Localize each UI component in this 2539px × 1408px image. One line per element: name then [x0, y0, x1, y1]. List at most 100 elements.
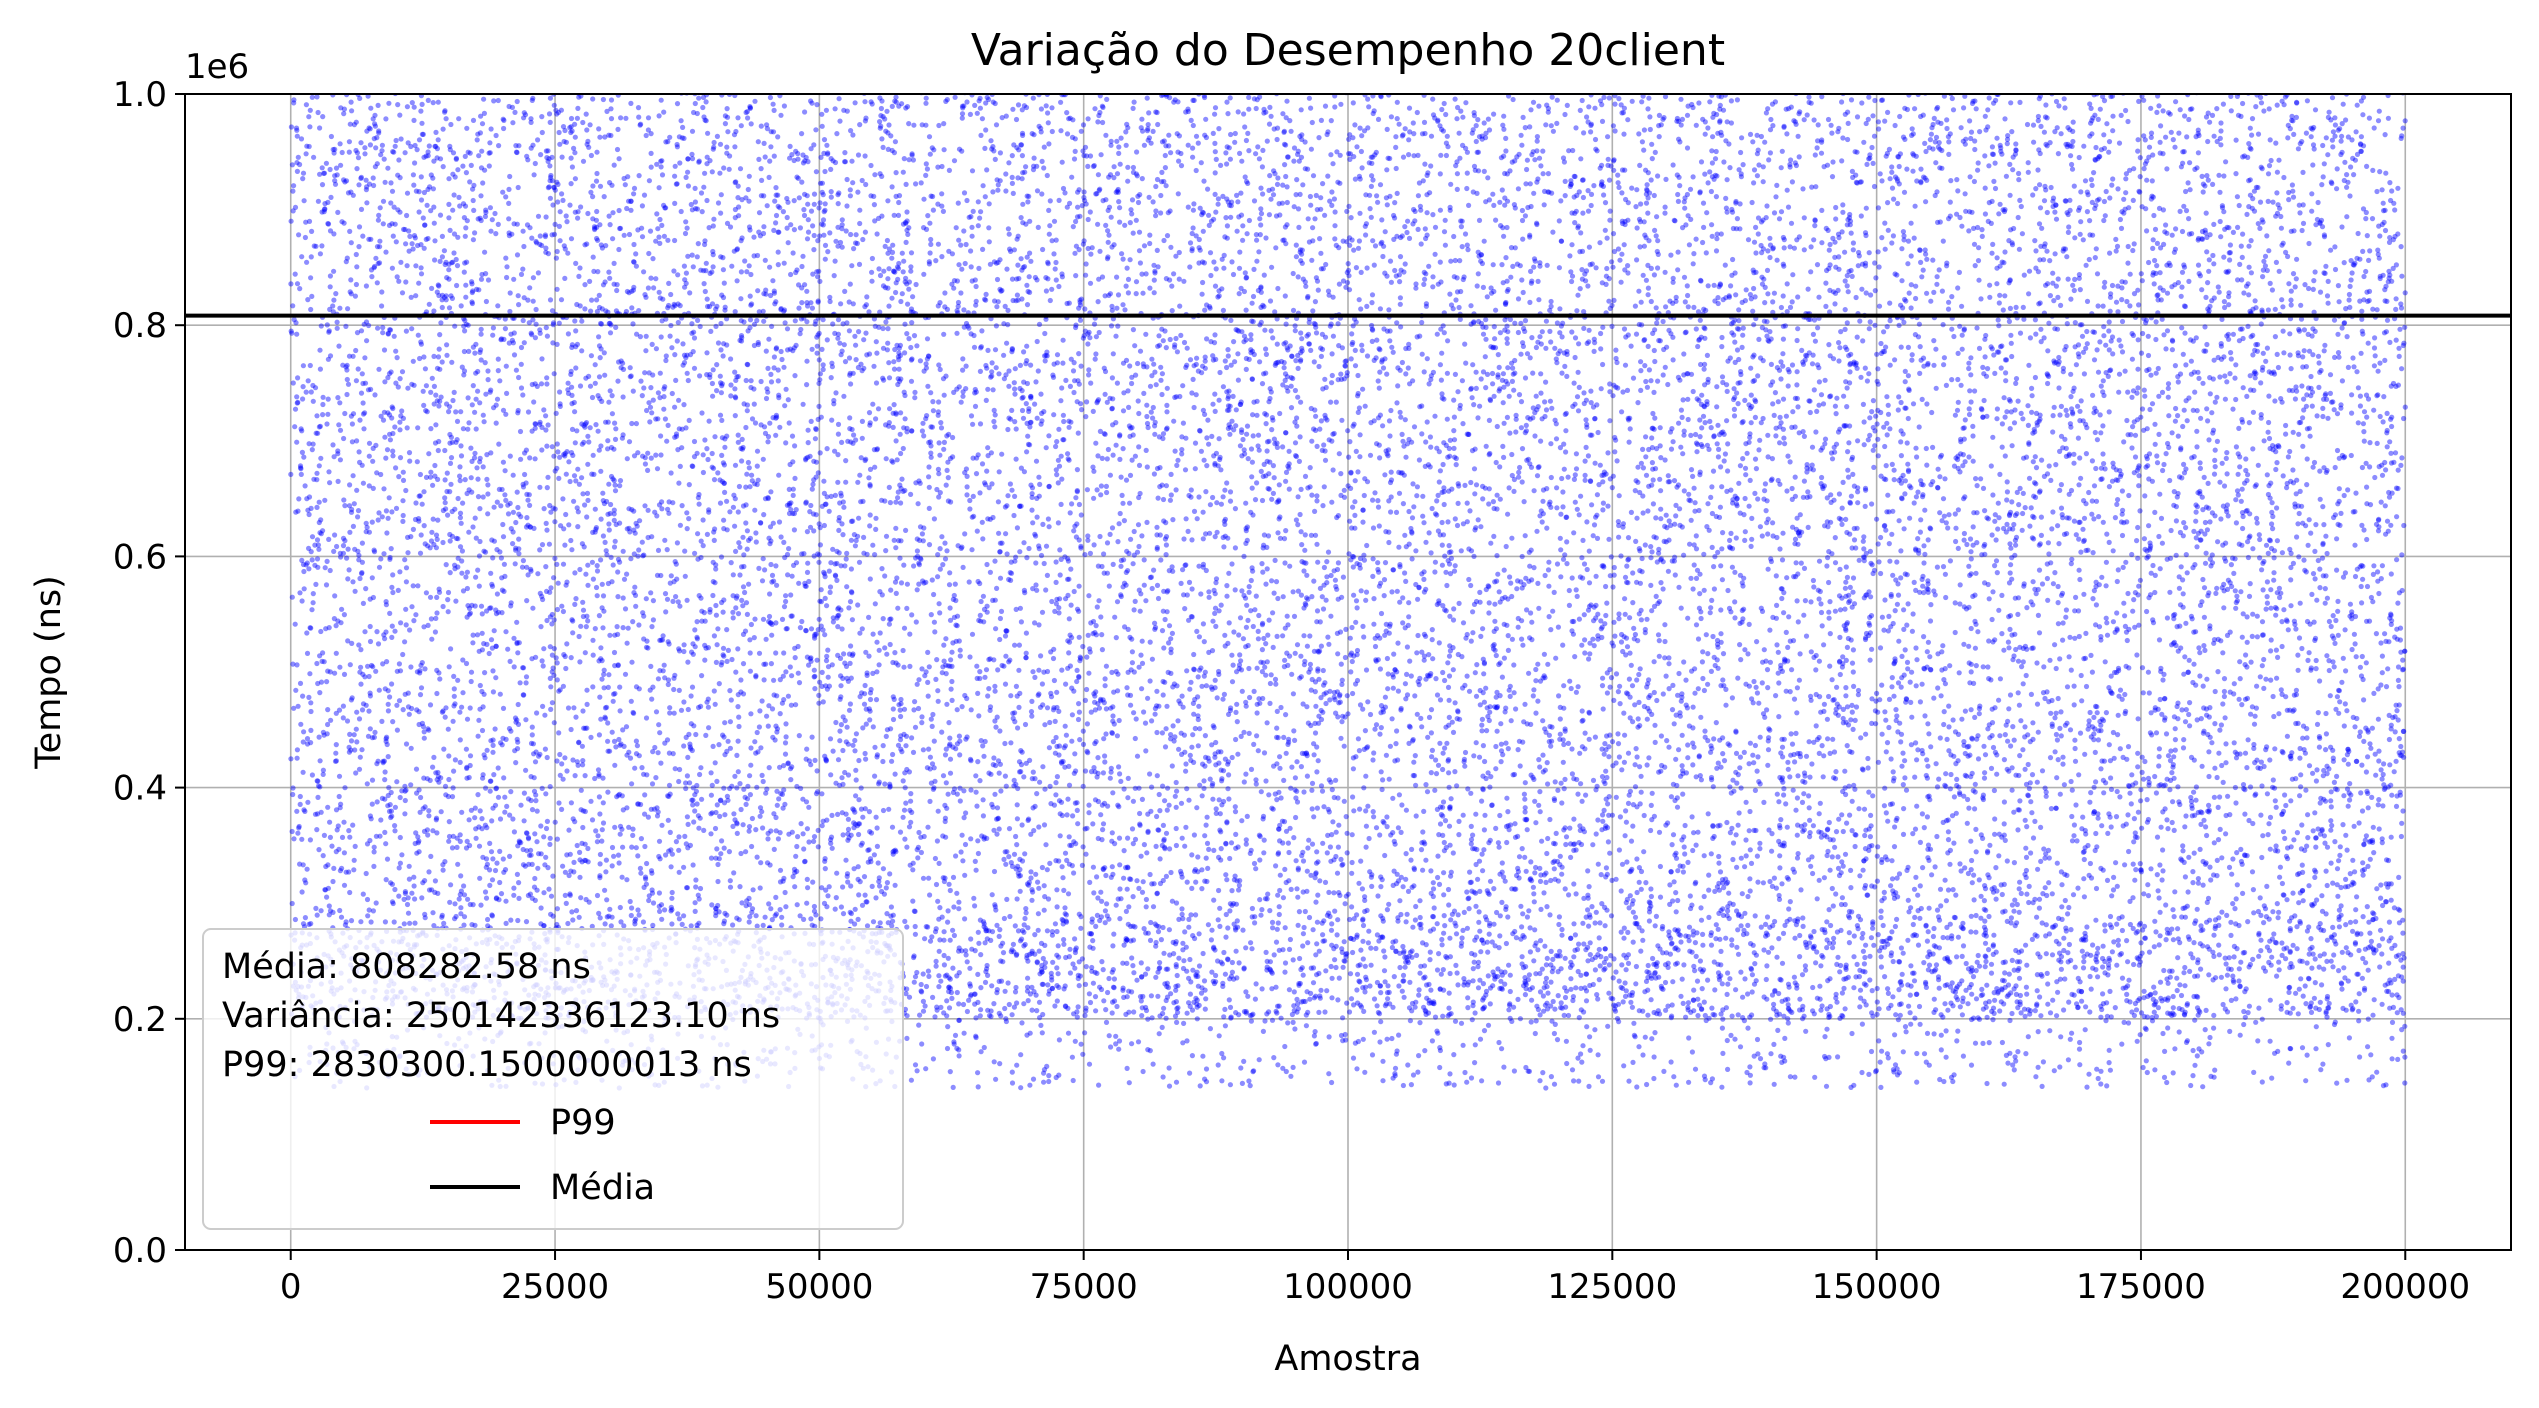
scatter-point — [1003, 531, 1009, 537]
scatter-point — [1371, 750, 1377, 756]
scatter-point — [317, 758, 323, 764]
scatter-point — [1879, 178, 1885, 184]
scatter-point — [2380, 803, 2386, 809]
scatter-point — [822, 856, 828, 862]
scatter-point — [2021, 272, 2027, 278]
scatter-point — [1726, 605, 1733, 612]
scatter-point — [1626, 676, 1632, 682]
scatter-point — [2102, 958, 2108, 965]
scatter-point — [1269, 1017, 1276, 1023]
scatter-point — [963, 810, 969, 816]
scatter-point — [2330, 758, 2336, 764]
scatter-point — [1603, 612, 1609, 619]
scatter-point — [1348, 935, 1354, 941]
scatter-point — [2209, 410, 2215, 416]
scatter-point — [935, 241, 942, 247]
scatter-point — [919, 1041, 925, 1047]
scatter-point — [1564, 988, 1570, 994]
scatter-point — [619, 874, 625, 880]
scatter-point — [330, 303, 336, 309]
scatter-point — [616, 860, 622, 866]
scatter-point — [637, 865, 644, 872]
scatter-point — [396, 893, 402, 899]
scatter-point — [1481, 120, 1487, 126]
scatter-point — [2193, 784, 2199, 790]
scatter-point — [2344, 847, 2350, 853]
scatter-point — [1935, 466, 1941, 472]
scatter-point — [2222, 955, 2228, 961]
scatter-point — [2016, 886, 2022, 892]
scatter-point — [1184, 345, 1190, 351]
scatter-point — [768, 379, 775, 385]
scatter-point — [327, 273, 333, 279]
scatter-point — [769, 706, 776, 712]
scatter-point — [1867, 319, 1873, 325]
scatter-point — [1021, 774, 1027, 780]
scatter-point — [1132, 598, 1138, 605]
scatter-point — [1674, 795, 1680, 801]
scatter-point — [332, 181, 339, 187]
scatter-point — [1155, 495, 1161, 501]
scatter-point — [2010, 526, 2016, 532]
scatter-point — [2180, 848, 2186, 854]
scatter-point — [481, 691, 487, 697]
scatter-point — [667, 829, 673, 836]
scatter-point — [1969, 857, 1975, 864]
scatter-point — [1999, 592, 2005, 599]
scatter-point — [1283, 828, 1290, 834]
scatter-point — [316, 463, 322, 469]
scatter-point — [717, 500, 724, 506]
scatter-point — [1082, 768, 1089, 774]
scatter-point — [376, 564, 383, 570]
scatter-point — [1947, 663, 1953, 669]
scatter-point — [1598, 330, 1604, 337]
scatter-point — [1474, 662, 1480, 668]
scatter-point — [376, 687, 382, 693]
scatter-point — [1168, 636, 1174, 642]
scatter-point — [445, 589, 452, 596]
scatter-point — [557, 141, 563, 147]
scatter-point — [359, 707, 366, 713]
scatter-point — [1753, 250, 1759, 256]
scatter-point — [1550, 608, 1556, 614]
scatter-point — [635, 907, 641, 913]
scatter-point — [2324, 550, 2330, 557]
scatter-point — [1225, 786, 1231, 792]
scatter-point — [838, 722, 845, 728]
scatter-point — [498, 891, 505, 897]
scatter-point — [2219, 909, 2225, 915]
scatter-point — [1456, 818, 1462, 825]
scatter-point — [2063, 614, 2069, 620]
scatter-point — [2095, 303, 2101, 309]
scatter-point — [889, 103, 895, 109]
scatter-point — [904, 331, 910, 337]
scatter-point — [1713, 720, 1719, 726]
scatter-point — [1259, 561, 1265, 567]
scatter-point — [2151, 281, 2157, 287]
scatter-point — [1852, 843, 1858, 850]
scatter-point — [714, 642, 720, 648]
scatter-point — [2113, 236, 2119, 242]
scatter-point — [1456, 832, 1462, 838]
scatter-point — [700, 517, 706, 523]
scatter-point — [532, 381, 538, 387]
scatter-point — [541, 923, 547, 929]
scatter-point — [1801, 478, 1807, 484]
scatter-point — [2235, 224, 2241, 230]
scatter-point — [375, 517, 381, 523]
scatter-point — [1557, 736, 1563, 742]
scatter-point — [1947, 921, 1953, 927]
scatter-point — [2182, 964, 2188, 971]
scatter-point — [1997, 201, 2003, 207]
scatter-point — [2156, 763, 2162, 769]
scatter-point — [2039, 581, 2046, 587]
scatter-point — [418, 108, 424, 114]
scatter-point — [685, 706, 691, 713]
scatter-point — [456, 116, 462, 122]
scatter-point — [883, 733, 889, 740]
scatter-point — [463, 321, 469, 327]
scatter-point — [902, 836, 908, 842]
scatter-point — [1589, 904, 1595, 910]
scatter-point — [1173, 779, 1179, 786]
scatter-point — [1518, 320, 1524, 326]
